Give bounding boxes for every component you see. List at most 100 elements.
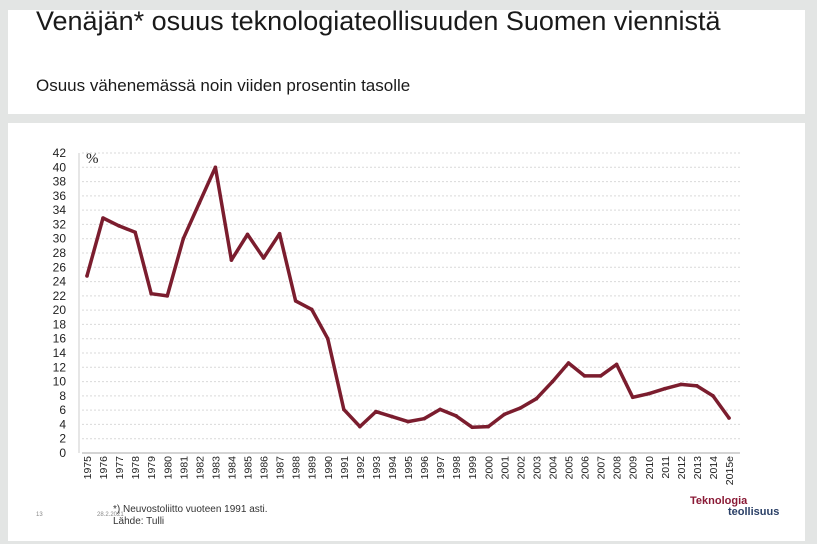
data-point [422,416,426,421]
data-point [646,391,651,396]
x-tick-label: 1990 [323,456,335,480]
y-tick-label: 34 [53,203,67,217]
x-tick-label: 2006 [580,456,592,480]
chart-title: Venäjän* osuus teknologiateollisuuden Su… [36,6,721,36]
x-tick-label: 1994 [387,456,399,480]
data-point [149,291,153,296]
x-tick-label: 2013 [692,456,704,480]
data-point [630,395,635,400]
y-tick-label: 0 [59,446,66,460]
data-point [550,379,555,384]
data-point [486,424,491,429]
x-tick-label: 2010 [644,456,656,480]
series-line [85,165,731,430]
data-point [566,361,571,365]
y-tick-label: 14 [53,346,67,360]
data-point [213,165,218,170]
data-point [117,224,121,228]
source-line: Lähde: Tulli [113,516,165,527]
x-tick-label: 2002 [515,456,527,480]
x-tick-label: 1978 [130,456,142,480]
data-point [261,256,266,260]
y-tick-label: 28 [53,246,67,260]
data-point [325,336,330,341]
y-tick-label: 36 [53,189,67,203]
logo: Teknologia teollisuus [690,496,779,518]
data-point [534,396,539,401]
unit-label: % [86,151,99,167]
data-point [133,230,137,235]
x-tick-label: 2014 [708,456,720,480]
slide-date: 28.2.2021 [97,512,124,518]
x-tick-label: 1995 [403,456,415,480]
footnote-line: *) Neuvostoliitto vuoteen 1991 asti. [113,504,268,515]
x-tick-label: 1986 [259,456,271,480]
data-point [438,407,442,412]
x-tick-label: 2004 [547,456,559,480]
y-tick-label: 40 [53,160,67,174]
header [8,10,805,114]
page-number: 13 [36,512,43,518]
data-point [727,416,731,420]
x-tick-label: 1982 [194,456,206,480]
x-tick-label: 1979 [146,456,158,480]
x-tick-label: 1984 [226,456,238,480]
x-tick-label: 2005 [564,456,576,480]
y-tick-label: 2 [59,432,66,446]
data-point [502,412,507,417]
x-tick-label: 1998 [451,456,463,480]
y-tick-label: 30 [53,232,67,246]
data-point [374,409,378,414]
data-point [181,236,186,241]
data-point [390,414,394,419]
y-tick-label: 42 [53,146,67,160]
x-tick-label: 2003 [531,456,543,480]
data-point [229,258,234,262]
y-tick-label: 12 [53,360,67,374]
data-point [197,201,202,205]
data-point [695,384,699,388]
data-point [470,425,475,430]
data-point [85,274,89,278]
x-tick-label: 2012 [676,456,688,480]
x-tick-label: 1977 [114,456,126,480]
data-point [165,294,170,298]
x-tick-label: 2015e [724,456,736,485]
y-tick-label: 6 [59,403,66,417]
logo-line1: Teknologia [690,495,748,507]
data-point [663,386,667,391]
data-point [101,216,105,220]
y-tick-label: 10 [53,375,67,389]
data-point [277,231,282,236]
x-tick-label: 1981 [178,456,190,480]
y-tick-label: 8 [59,389,66,403]
data-point [679,382,683,387]
data-point [598,374,603,378]
x-tick-label: 1987 [275,456,287,480]
x-tick-label: 1993 [371,456,383,480]
x-tick-label: 1985 [243,456,255,480]
chart-panel: 0 2 4 6 8 10 12 14 16 18 20 22 24 26 28 30 32 34 36 38 40 42 1… [8,123,805,541]
y-tick-label: 26 [53,260,67,274]
x-tick-label: 2008 [612,456,624,480]
x-tick-label: 1980 [162,456,174,480]
x-tick-label: 1976 [98,456,110,480]
footnote: *) Neuvostoliitto vuoteen 1991 asti. Läh… [113,504,268,528]
data-point [711,394,715,398]
x-tick-label: 1999 [467,456,479,480]
line-chart: 0246810121416182022242628303234363840421… [53,146,740,485]
x-tick-label: 1991 [339,456,351,480]
data-point [582,374,587,378]
x-tick-label: 2001 [499,456,511,480]
data-point [342,407,346,412]
x-tick-label: 1992 [355,456,367,480]
data-point [309,307,314,312]
data-point [454,414,458,418]
logo-line2: teollisuus [728,506,780,518]
y-tick-label: 32 [53,217,67,231]
y-tick-label: 16 [53,332,67,346]
data-point [293,299,298,303]
data-point [518,406,523,410]
chart-subtitle: Osuus vähenemässä noin viiden prosentin … [36,76,411,95]
x-tick-label: 2011 [660,456,672,479]
